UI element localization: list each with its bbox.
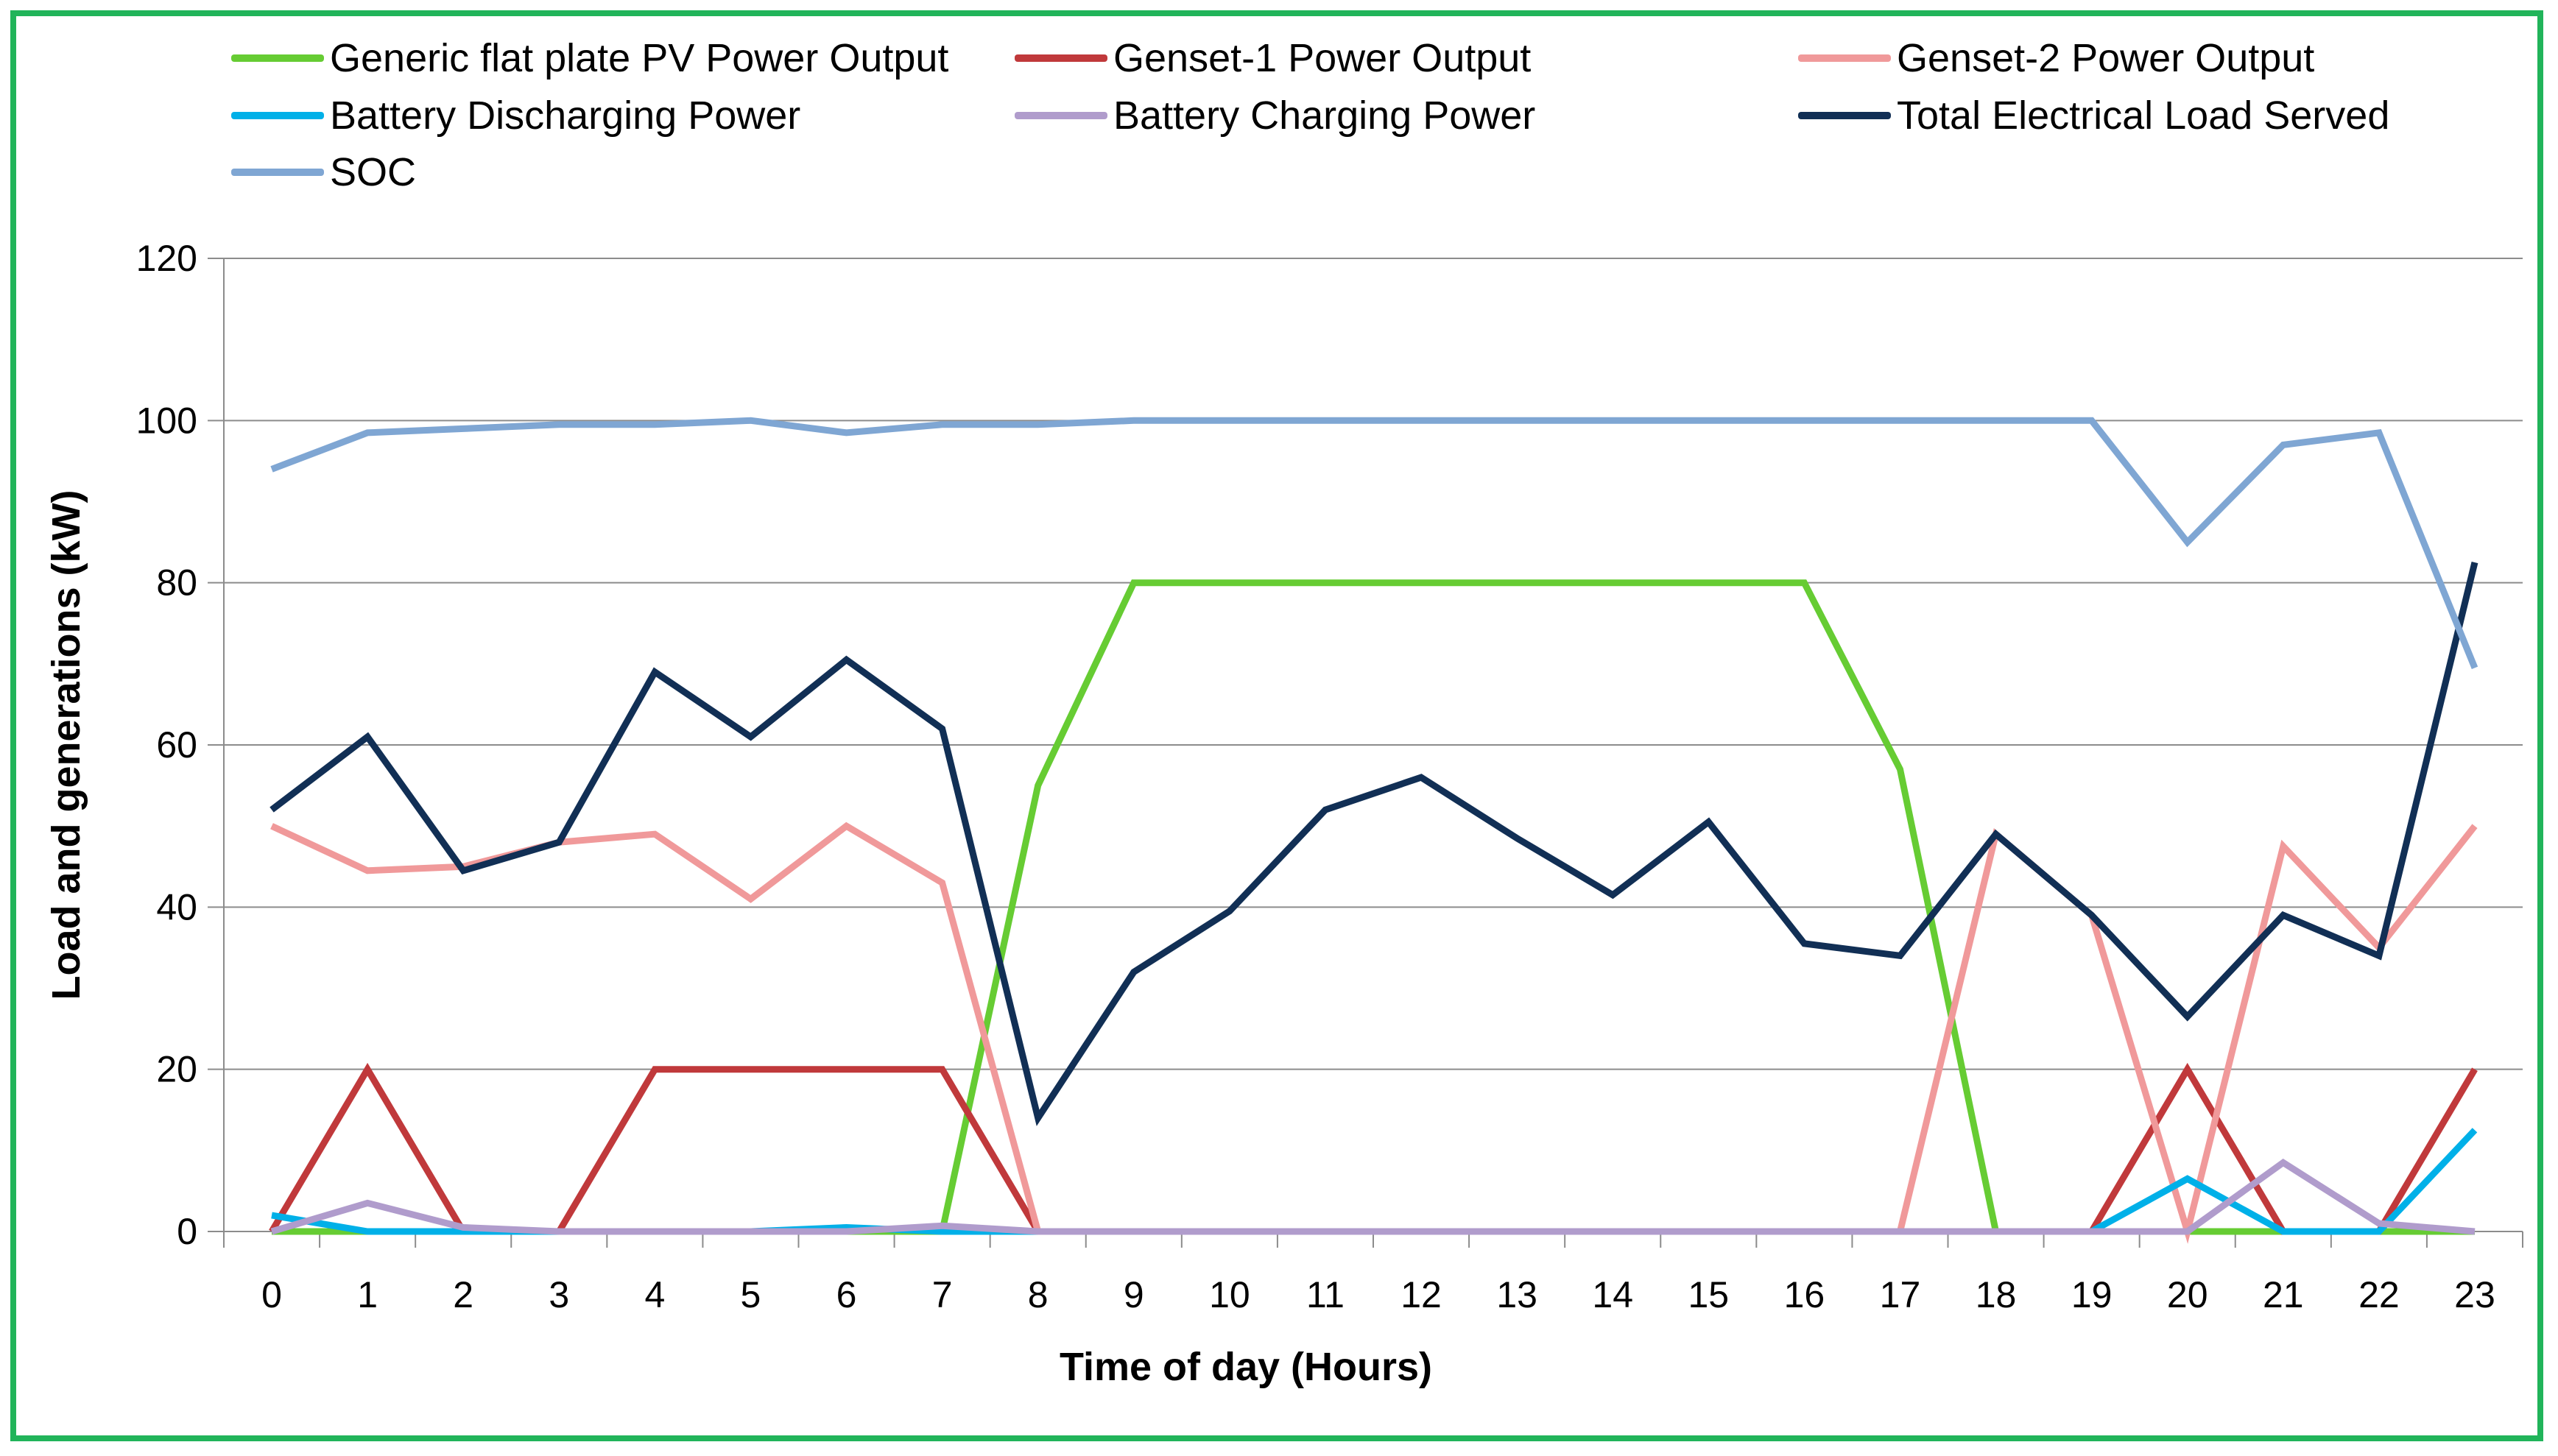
x-tick-label: 22 — [2358, 1274, 2400, 1315]
legend-label: Battery Discharging Power — [330, 93, 801, 138]
x-tick-label: 1 — [357, 1274, 378, 1315]
x-tick-label: 15 — [1688, 1274, 1729, 1315]
legend-swatch — [231, 169, 324, 176]
legend-label: Generic flat plate PV Power Output — [330, 36, 949, 80]
series-line-battery-charging-power — [270, 1158, 2476, 1235]
series-line-soc — [270, 417, 2478, 669]
x-tick-label: 18 — [1976, 1274, 2017, 1315]
y-tick-label: 40 — [156, 886, 197, 927]
y-tick-label: 0 — [177, 1211, 197, 1252]
legend-swatch — [1015, 112, 1107, 119]
chart-frame: 0 20 40 60 80 100 120 0 1 2 3 4 5 6 7 8 9 10 11 12 13 14 15 16 1… — [10, 10, 2543, 1441]
legend-item-total-electrical-load-served: Total Electrical Load Served — [1798, 87, 2389, 144]
x-tick-label: 3 — [549, 1274, 569, 1315]
x-tick-label: 0 — [261, 1274, 282, 1315]
y-tick-label: 80 — [156, 562, 197, 604]
x-tick-label: 16 — [1784, 1274, 1825, 1315]
legend-label: Genset-1 Power Output — [1113, 36, 1532, 80]
legend-swatch — [1015, 54, 1107, 62]
legend-item-battery-discharging-power: Battery Discharging Power — [231, 87, 800, 144]
x-tick-label: 6 — [836, 1274, 857, 1315]
legend-item-genset-1-power-output: Genset-1 Power Output — [1015, 29, 1531, 87]
x-tick-label: 23 — [2454, 1274, 2495, 1315]
x-tick-label: 4 — [644, 1274, 665, 1315]
x-axis-title: Time of day (Hours) — [1060, 1345, 1432, 1389]
y-tick-label: 120 — [136, 238, 197, 279]
x-tick-label: 10 — [1209, 1274, 1250, 1315]
legend-label: SOC — [330, 150, 417, 194]
x-tick-label: 7 — [932, 1274, 953, 1315]
x-tick-label: 21 — [2263, 1274, 2304, 1315]
x-tick-label: 11 — [1306, 1274, 1345, 1315]
legend-label: Genset-2 Power Output — [1897, 36, 2315, 80]
series-line-genset-2-power-output — [270, 821, 2478, 1244]
series-lines — [269, 417, 2478, 1244]
legend-swatch — [231, 54, 324, 62]
x-tick-label: 14 — [1592, 1274, 1633, 1315]
legend-label: Total Electrical Load Served — [1897, 93, 2390, 138]
legend-item-generic-flat-plate-pv-power-output: Generic flat plate PV Power Output — [231, 29, 948, 87]
legend-item-genset-2-power-output: Genset-2 Power Output — [1798, 29, 2314, 87]
y-axis-title: Load and generations (kW) — [44, 490, 88, 1000]
legend-label: Battery Charging Power — [1113, 93, 1536, 138]
x-tick-label: 17 — [1880, 1274, 1921, 1315]
legend-item-battery-charging-power: Battery Charging Power — [1015, 87, 1535, 144]
y-tick-label: 20 — [156, 1049, 197, 1090]
x-tick-label: 5 — [741, 1274, 761, 1315]
x-tick-label: 2 — [453, 1274, 473, 1315]
x-tick-label: 8 — [1028, 1274, 1049, 1315]
legend-swatch — [231, 112, 324, 119]
grid-lines — [224, 258, 2523, 1070]
x-tick-label: 9 — [1124, 1274, 1144, 1315]
y-tick-label: 100 — [136, 400, 197, 441]
legend-swatch — [1798, 54, 1891, 62]
x-tick-label: 20 — [2167, 1274, 2208, 1315]
x-tick-label: 12 — [1400, 1274, 1442, 1315]
y-tick-label: 60 — [156, 724, 197, 766]
x-tick-label: 19 — [2071, 1274, 2113, 1315]
legend-item-soc: SOC — [231, 144, 416, 201]
series-line-total-electrical-load-served — [269, 562, 2478, 1126]
legend-swatch — [1798, 112, 1891, 119]
x-tick-label: 13 — [1496, 1274, 1537, 1315]
